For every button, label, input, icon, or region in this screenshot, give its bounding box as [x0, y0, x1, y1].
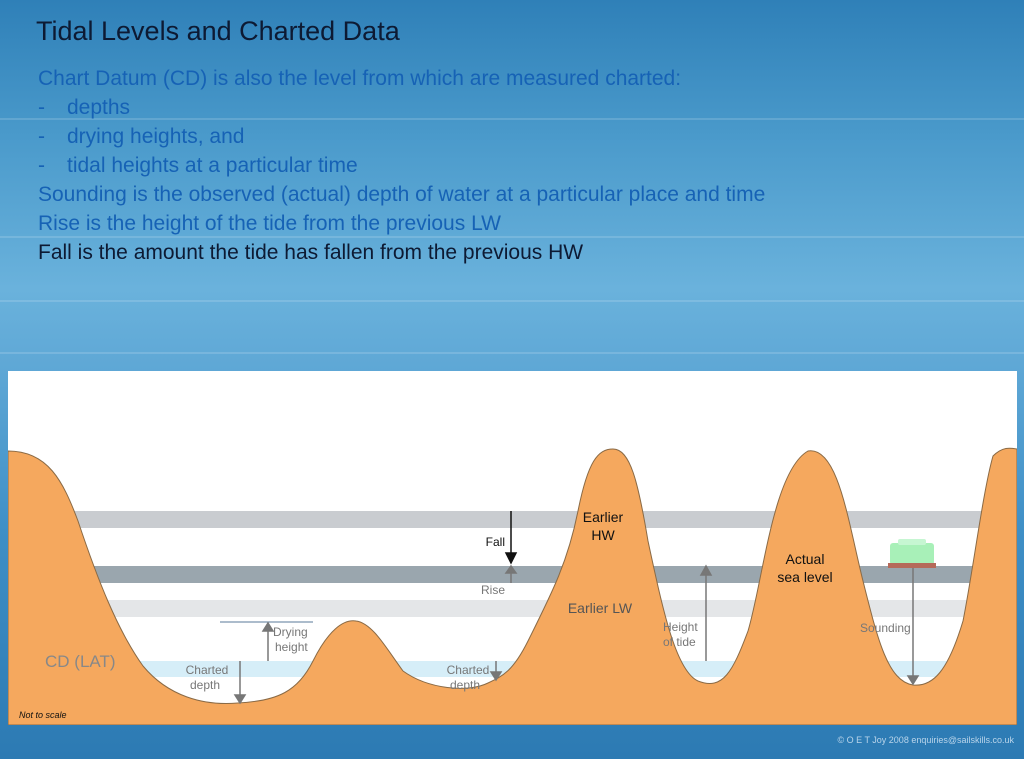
seabed-profile: [8, 447, 1017, 725]
slide-bullet-line: Chart Datum (CD) is also the level from …: [38, 64, 765, 93]
actual-sea-level-label-line1: Actual: [786, 551, 825, 567]
slide-bullet-list: Chart Datum (CD) is also the level from …: [38, 64, 765, 267]
tidal-diagram-svg: Fall Earlier HW Rise Earlier LW Actual s…: [8, 447, 1017, 725]
earlier-hw-label-line2: HW: [591, 527, 615, 543]
actual-sea-level-label-line2: sea level: [777, 569, 832, 585]
sounding-arrow-head: [906, 675, 920, 686]
sounding-label: Sounding: [860, 621, 911, 635]
charted-depth-b-label-line1: Charted: [447, 663, 490, 677]
bullet-dash: -: [38, 154, 45, 177]
fall-arrow-head: [504, 552, 518, 565]
rise-arrow-head: [504, 564, 518, 574]
charted-depth-a-label-line2: depth: [190, 678, 220, 692]
height-of-tide-label-line1: Height: [663, 620, 698, 634]
charted-depth-b-label-line2: depth: [450, 678, 480, 692]
slide-bullet-line: Rise is the height of the tide from the …: [38, 209, 765, 238]
boat-icon: [888, 539, 936, 568]
cd-lat-label: CD (LAT): [45, 652, 116, 671]
charted-depth-arrow-b-head: [489, 671, 503, 682]
slide-bullet-line: Fall is the amount the tide has fallen f…: [38, 238, 765, 267]
bullet-text: Rise is the height of the tide from the …: [38, 212, 502, 235]
bullet-text: tidal heights at a particular time: [67, 154, 358, 177]
earlier-hw-band: [8, 511, 1017, 528]
bullet-text: drying heights, and: [67, 125, 245, 148]
tidal-diagram: Fall Earlier HW Rise Earlier LW Actual s…: [8, 371, 1017, 725]
bullet-text: Fall is the amount the tide has fallen f…: [38, 241, 584, 264]
drying-height-label-line1: Drying: [273, 625, 308, 639]
slide-title: Tidal Levels and Charted Data: [36, 16, 400, 46]
slide-bullet-line: - drying heights, and: [38, 122, 765, 151]
earlier-lw-label: Earlier LW: [568, 600, 633, 616]
charted-depth-arrow-a-head: [233, 694, 247, 705]
bullet-dash: -: [38, 96, 45, 119]
drying-height-arrow-head: [261, 621, 275, 632]
slide-bullet-line: Sounding is the observed (actual) depth …: [38, 180, 765, 209]
not-to-scale-label: Not to scale: [19, 710, 67, 720]
bullet-dash: -: [38, 125, 45, 148]
height-of-tide-label-line2: of tide: [663, 635, 696, 649]
drying-height-label-line2: height: [275, 640, 308, 654]
height-of-tide-arrow-head: [699, 564, 713, 576]
bullet-text: Chart Datum (CD) is also the level from …: [38, 67, 682, 90]
rise-label: Rise: [481, 583, 505, 597]
slide-bullet-line: - depths: [38, 93, 765, 122]
charted-depth-a-label-line1: Charted: [186, 663, 229, 677]
bullet-text: depths: [67, 96, 131, 119]
fall-label: Fall: [486, 535, 505, 549]
slide-bullet-line: - tidal heights at a particular time: [38, 151, 765, 180]
earlier-hw-label-line1: Earlier: [583, 509, 624, 525]
bullet-text: Sounding is the observed (actual) depth …: [38, 183, 766, 206]
copyright-notice: © O E T Joy 2008 enquiries@sailskills.co…: [837, 735, 1014, 745]
